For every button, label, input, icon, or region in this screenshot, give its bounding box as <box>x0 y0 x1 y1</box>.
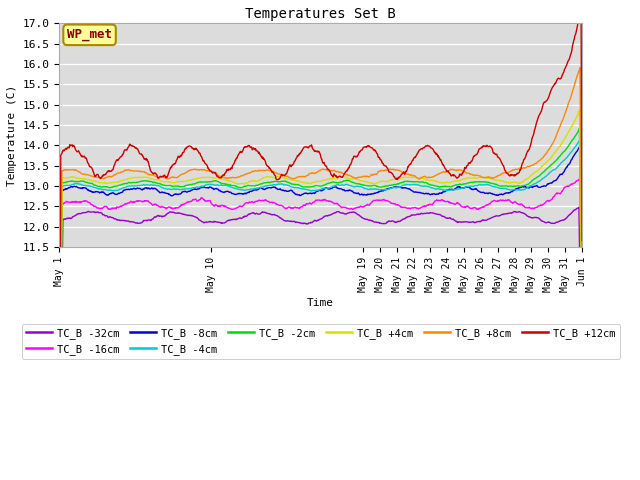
Legend: TC_B -32cm, TC_B -16cm, TC_B -8cm, TC_B -4cm, TC_B -2cm, TC_B +4cm, TC_B +8cm, T: TC_B -32cm, TC_B -16cm, TC_B -8cm, TC_B … <box>22 324 620 359</box>
X-axis label: Time: Time <box>307 298 334 308</box>
Y-axis label: Temperature (C): Temperature (C) <box>7 84 17 186</box>
Title: Temperatures Set B: Temperatures Set B <box>245 7 396 21</box>
Text: WP_met: WP_met <box>67 28 112 41</box>
